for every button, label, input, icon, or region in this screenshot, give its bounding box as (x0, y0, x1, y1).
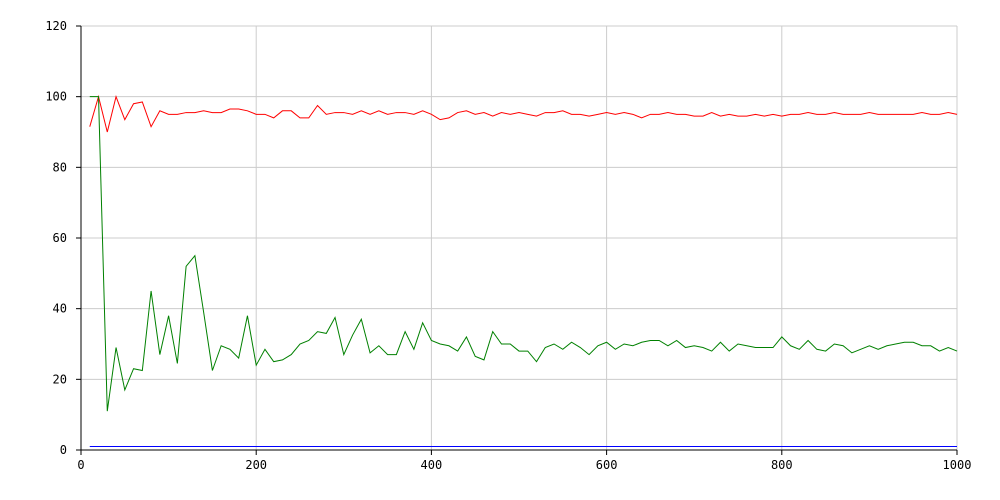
x-tick-label: 400 (421, 458, 443, 472)
series-red-line (89, 94, 958, 133)
y-tick-label: 0 (60, 443, 67, 457)
ticks: 0 200 400 600 800 1000 0 20 40 60 80 100 120 (45, 19, 971, 472)
x-tick-label: 600 (596, 458, 618, 472)
y-tick-label: 60 (53, 231, 67, 245)
series-green-line (89, 96, 958, 412)
x-tick-label: 1000 (943, 458, 972, 472)
y-tick-label: 20 (53, 372, 67, 386)
y-tick-label: 100 (45, 90, 67, 104)
x-tick-label: 200 (245, 458, 267, 472)
axes (76, 26, 957, 455)
y-tick-label: 120 (45, 19, 67, 33)
x-tick-label: 800 (771, 458, 793, 472)
grid (81, 25, 958, 450)
y-tick-label: 40 (53, 302, 67, 316)
series-group (89, 94, 958, 447)
y-tick-label: 80 (53, 160, 67, 174)
x-tick-label: 0 (77, 458, 84, 472)
